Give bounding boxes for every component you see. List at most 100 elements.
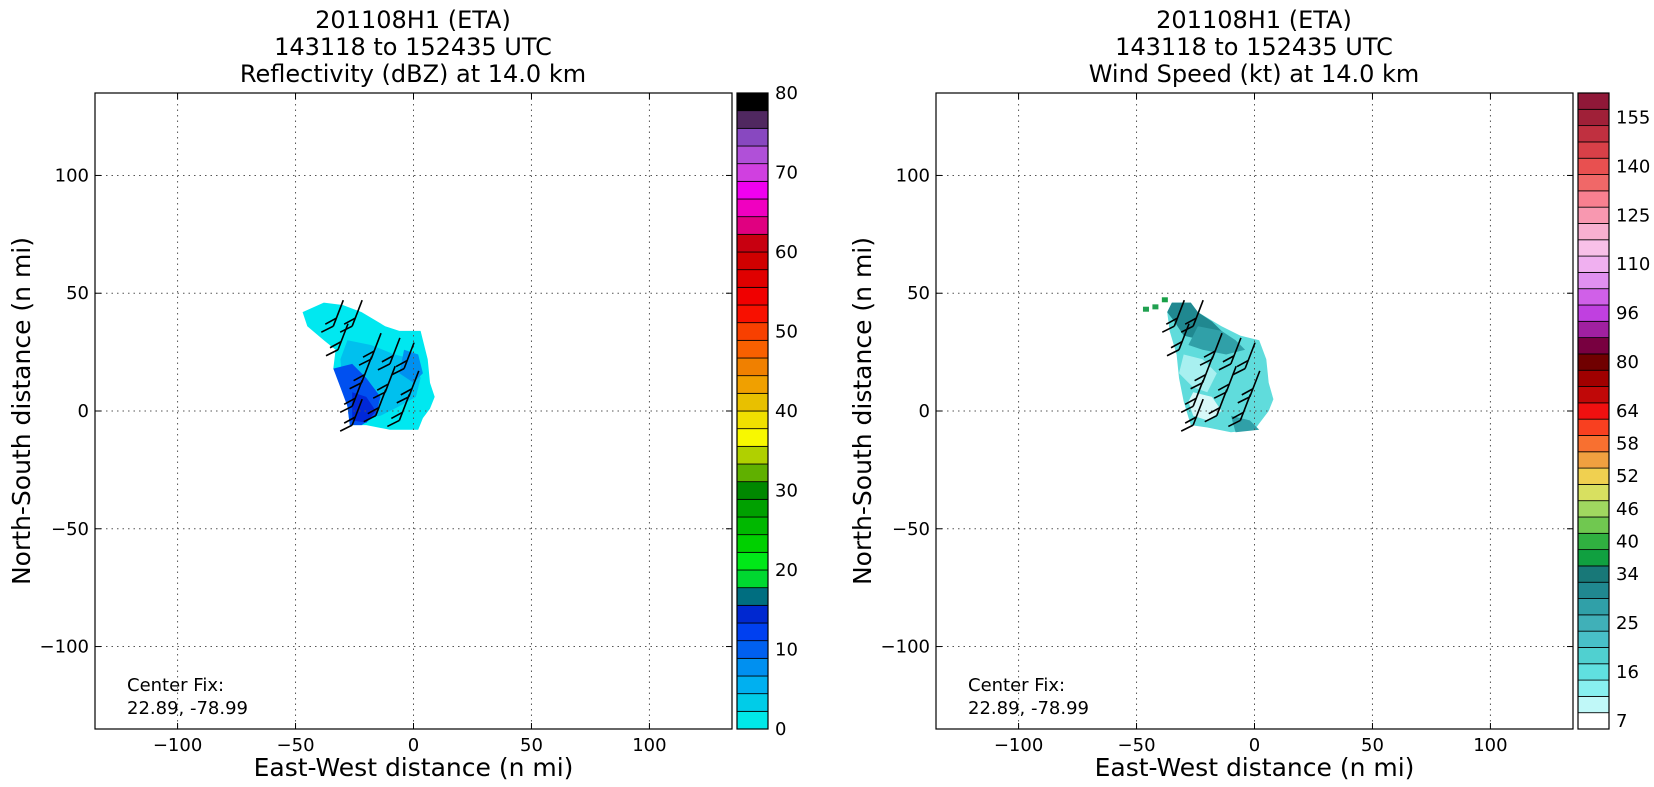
field-region [1230, 415, 1260, 433]
y-tick-label: 50 [907, 283, 930, 304]
colorbar-band [736, 145, 769, 165]
barb-flag [1204, 414, 1218, 423]
wind-barb [391, 342, 415, 376]
colorbar-band [736, 675, 769, 695]
barb-flag [1237, 396, 1251, 404]
wind-barb [1180, 380, 1204, 414]
panel-1: 201108H1 (ETA)143118 to 152435 UTCReflec… [7, 6, 798, 782]
barb-shaft [1192, 398, 1204, 426]
barb-flag [1184, 317, 1197, 325]
y-tick-label: −50 [51, 519, 89, 540]
colorbar-band [736, 92, 769, 112]
barb-shaft [384, 365, 396, 393]
wind-barb [396, 370, 420, 404]
colorbar-band [1577, 679, 1610, 697]
wind-barb [1218, 337, 1242, 371]
colorbar-tick-label: 40 [775, 401, 798, 422]
barb-flag [1180, 424, 1194, 432]
colorbar-band [736, 587, 769, 606]
barb-shaft [1230, 337, 1242, 365]
wind-barb [1232, 342, 1256, 376]
barb-shaft [403, 342, 415, 369]
barb-flag [353, 374, 365, 382]
colorbar-tick-label: 80 [1616, 352, 1639, 373]
colorbar-band [1577, 565, 1610, 583]
colorbar-tick-label: 155 [1616, 107, 1650, 128]
colorbar-band [1577, 92, 1610, 110]
barb-shaft [408, 370, 420, 398]
barb-shaft [351, 398, 363, 426]
colorbar-band [1577, 663, 1610, 681]
barb-flag [343, 317, 356, 325]
colorbar-tick-label: 60 [775, 242, 798, 263]
chart-title-line: Wind Speed (kt) at 14.0 km [1089, 60, 1420, 88]
colorbar-band [1577, 418, 1610, 436]
barb-flag [1232, 367, 1246, 376]
x-axis-label: East-West distance (n mi) [1095, 753, 1415, 782]
colorbar-band [1577, 108, 1610, 127]
colorbar-band [736, 392, 769, 412]
colorbar-band [736, 710, 769, 730]
wind-barb [1199, 332, 1223, 366]
barb-flag [372, 391, 386, 399]
wind-barb [377, 337, 401, 371]
barb-flag [324, 317, 337, 325]
barb-shaft [1225, 365, 1237, 393]
barb-shaft [1192, 380, 1204, 407]
colorbar-band [736, 216, 769, 235]
barb-flag [320, 325, 334, 333]
barb-flag [1222, 355, 1235, 363]
wind-barb [1166, 323, 1190, 357]
barb-flag [396, 396, 410, 404]
colorbar-band [1577, 353, 1610, 371]
x-tick-label: 50 [1361, 735, 1384, 756]
colorbar-band [736, 657, 769, 677]
y-tick-label: 50 [66, 283, 89, 304]
barb-flag [376, 383, 389, 391]
colorbar-tick-label: 52 [1616, 466, 1639, 487]
colorbar-band [1577, 500, 1610, 518]
barb-flag [1241, 388, 1254, 396]
barb-flag [1203, 350, 1216, 358]
wind-barb [1204, 389, 1228, 423]
x-tick-label: 50 [520, 735, 543, 756]
wind-barb [325, 323, 349, 357]
colorbar-band [736, 110, 769, 129]
barb-shaft [370, 332, 382, 360]
barb-flag [343, 416, 356, 424]
barb-shaft [337, 323, 349, 351]
barb-flag [395, 359, 408, 368]
barb-flag [1208, 407, 1221, 415]
colorbar-band [1577, 581, 1610, 599]
colorbar-tick-label: 110 [1616, 254, 1650, 275]
barb-flag [1227, 419, 1241, 428]
wind-barb [1237, 370, 1261, 404]
barb-shaft [1249, 370, 1261, 398]
chart-title-line: 143118 to 152435 UTC [1115, 33, 1393, 61]
barb-flag [362, 350, 375, 358]
colorbar-band [736, 375, 769, 394]
colorbar-band [736, 534, 769, 553]
colorbar-band [1577, 712, 1610, 730]
wind-barb [1190, 356, 1214, 390]
barb-shaft [398, 394, 411, 421]
wind-barb [358, 332, 382, 366]
barb-flag [1184, 397, 1197, 405]
colorbar-tick-label: 30 [775, 481, 798, 502]
colorbar-frame [736, 92, 769, 730]
colorbar-band [736, 251, 769, 271]
barb-flag [386, 419, 400, 428]
colorbar-band [736, 286, 769, 306]
colorbar-band [736, 322, 769, 341]
x-tick-label: −50 [1118, 735, 1156, 756]
plot-area [936, 93, 1573, 729]
x-tick-label: 0 [1249, 735, 1260, 756]
barb-shaft [1192, 299, 1204, 327]
colorbar-band [736, 357, 769, 377]
colorbar-band [1577, 125, 1610, 143]
colorbar-band [736, 163, 769, 182]
barb-shaft [351, 299, 363, 327]
colorbar-band [736, 481, 769, 500]
colorbar-band [736, 445, 769, 465]
colorbar-band [736, 410, 769, 430]
